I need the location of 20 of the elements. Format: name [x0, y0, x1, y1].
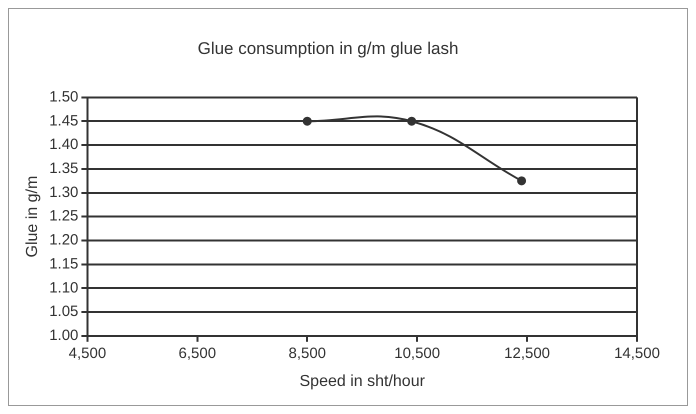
y-tick-label: 1.45 — [49, 112, 78, 130]
y-tick-label: 1.10 — [49, 279, 78, 296]
y-tick-label: 1.50 — [49, 88, 78, 106]
x-tick-label: 6,500 — [178, 344, 216, 362]
y-tick-label: 1.15 — [49, 255, 78, 272]
y-tick-label: 1.40 — [49, 136, 78, 154]
y-tick-label: 1.25 — [49, 208, 78, 225]
y-tick-label: 1.05 — [49, 303, 78, 320]
x-tick-label: 12,500 — [504, 344, 550, 362]
x-tick-label: 4,500 — [68, 344, 106, 362]
x-axis-title: Speed in sht/hour — [299, 372, 426, 390]
y-tick-label: 1.00 — [49, 326, 78, 344]
y-tick-label: 1.35 — [49, 160, 78, 178]
y-tick-label: 1.30 — [49, 184, 78, 201]
chart-title: Glue consumption in g/m glue lash — [198, 38, 458, 58]
y-axis-title: Glue in g/m — [24, 176, 42, 258]
x-tick-label: 14,500 — [614, 344, 660, 362]
x-tick-label: 8,500 — [288, 344, 326, 362]
y-tick-label: 1.20 — [49, 232, 78, 249]
x-tick-label: 10,500 — [394, 344, 440, 362]
